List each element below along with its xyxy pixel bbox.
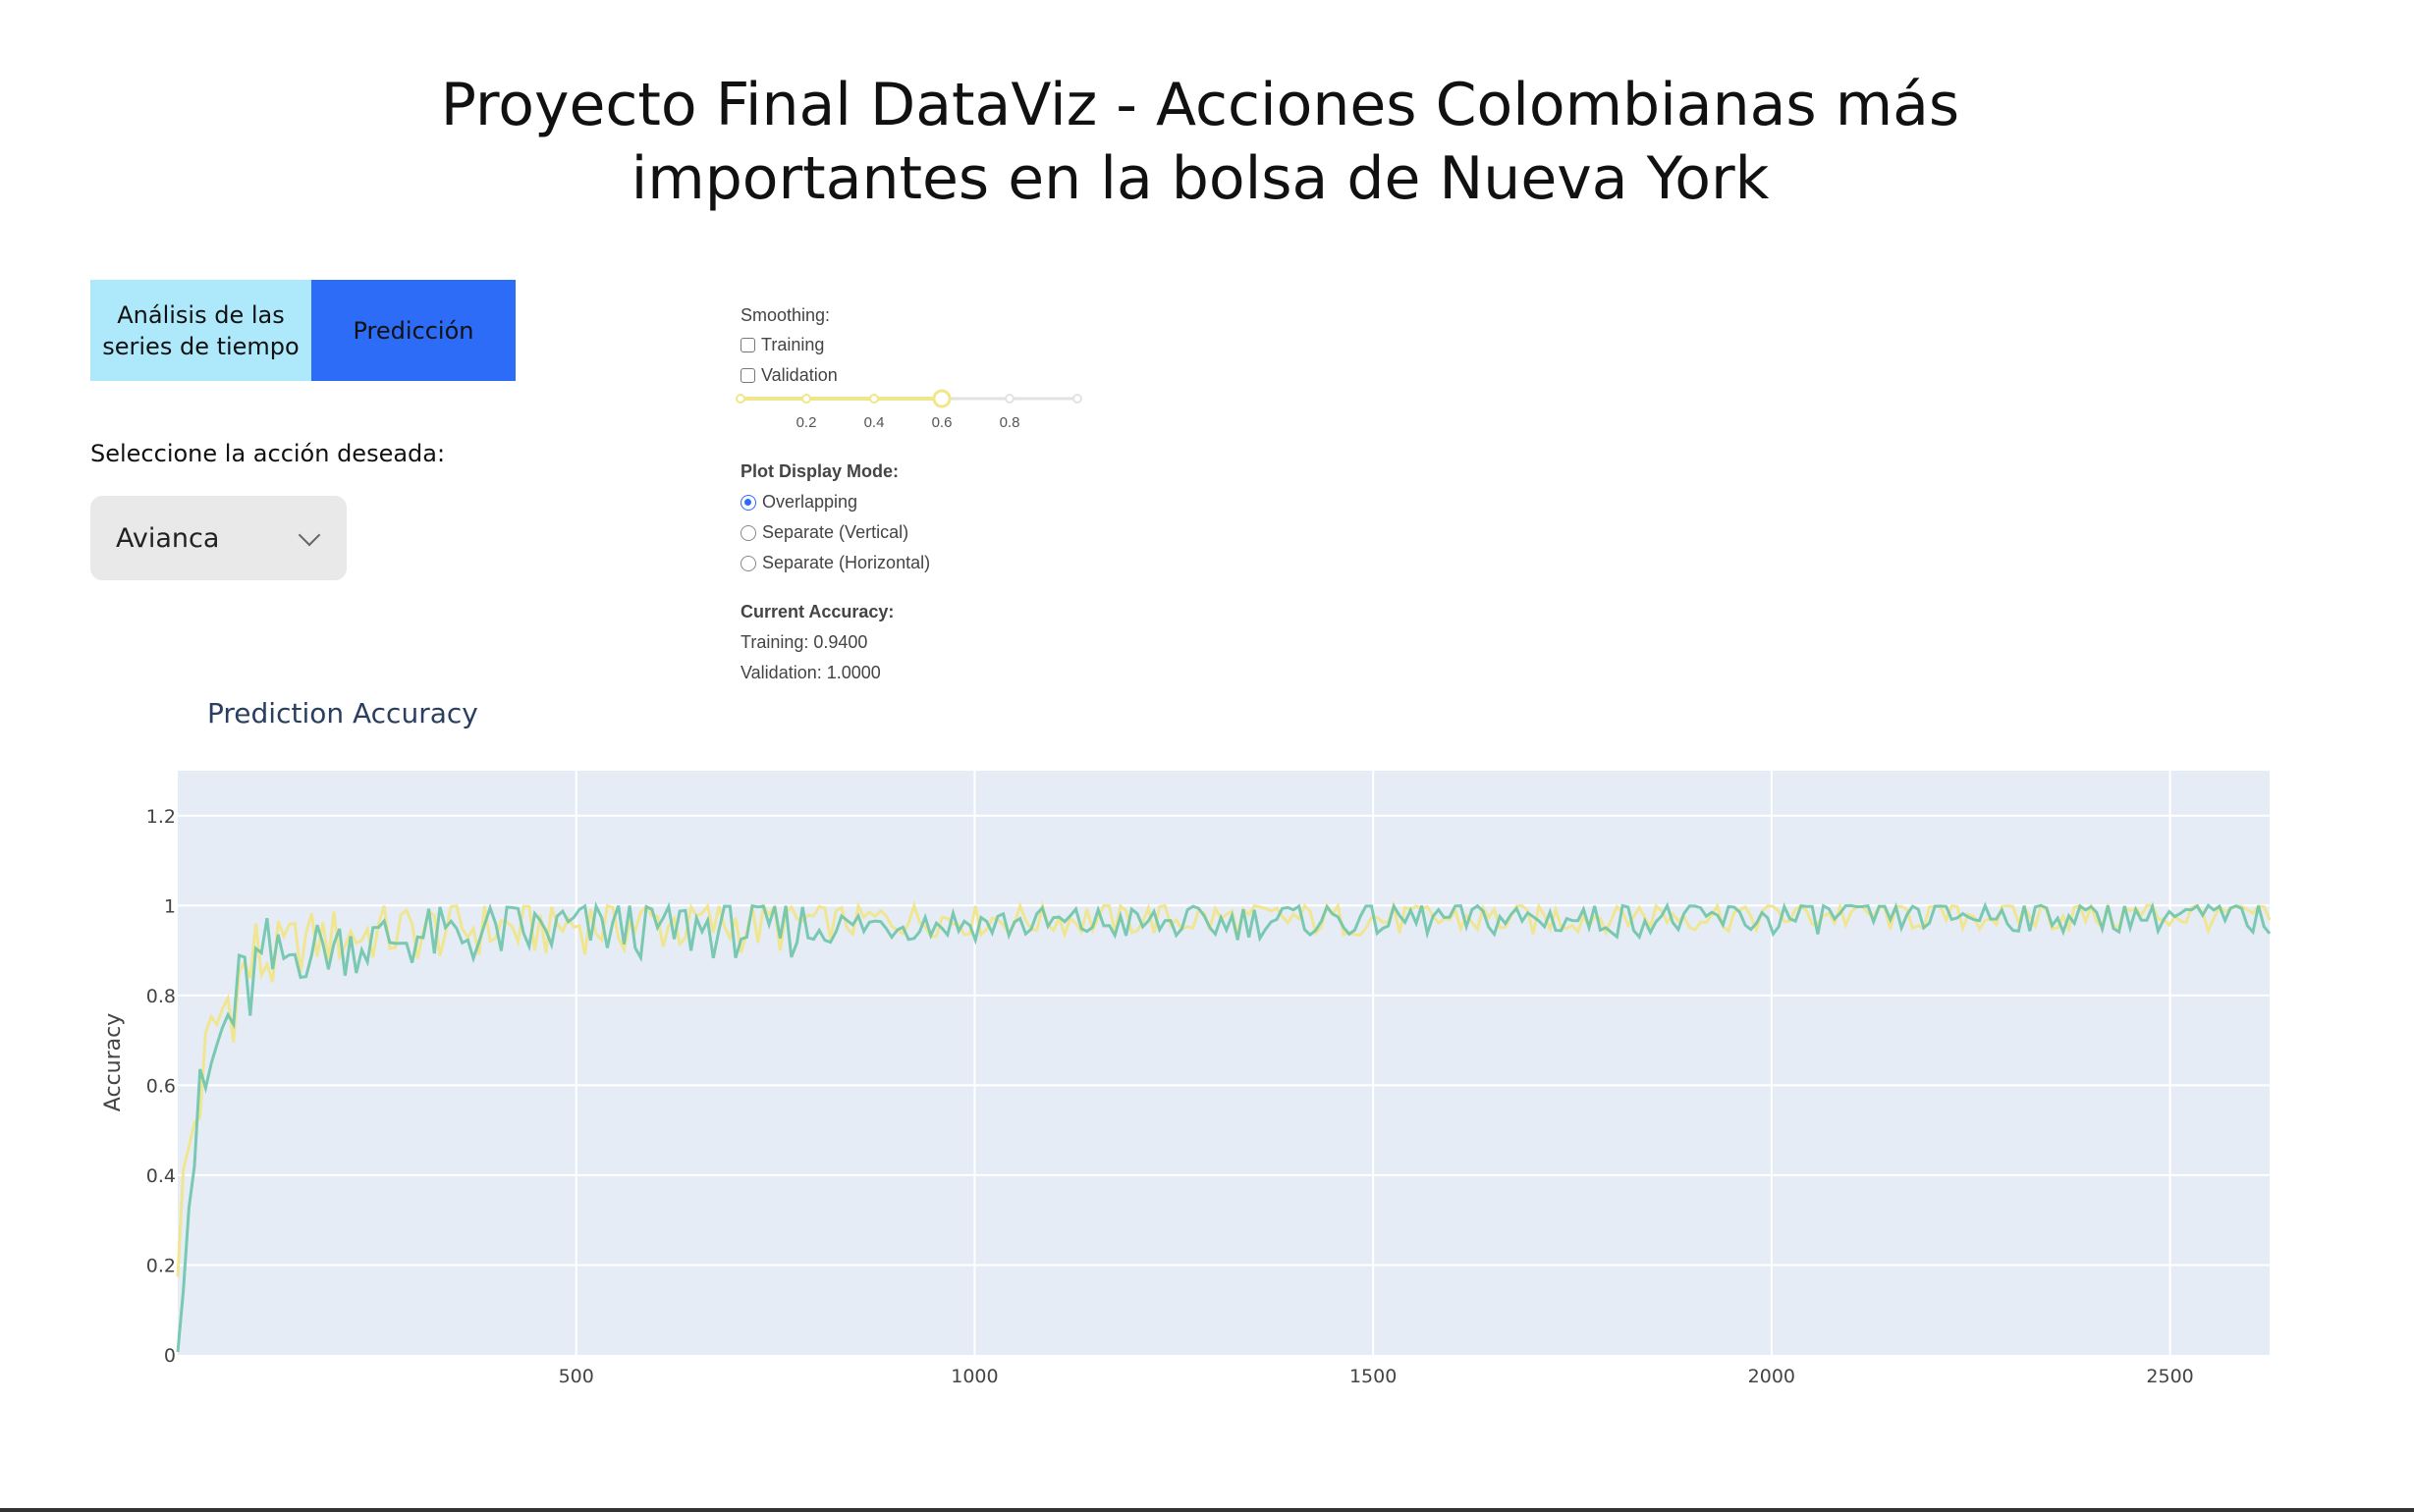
validation-checkbox[interactable] <box>741 368 755 383</box>
tab-prediction[interactable]: Predicción <box>311 280 516 381</box>
page-title: Proyecto Final DataViz - Acciones Colomb… <box>0 69 2400 216</box>
training-accuracy-value: Training: 0.9400 <box>741 632 868 652</box>
stock-dropdown-value: Avianca <box>116 522 220 554</box>
grid-lines <box>178 771 2270 1355</box>
y-tick-label: 0.6 <box>146 1075 176 1097</box>
slider-tick-label: 0.6 <box>932 414 953 431</box>
x-tick-label: 2500 <box>2146 1366 2193 1387</box>
display-mode-option-vertical[interactable]: Separate (Vertical) <box>741 517 930 548</box>
separate-vertical-radio-label: Separate (Vertical) <box>762 522 909 542</box>
bottom-edge <box>0 1508 2414 1512</box>
slider-tick-label: 0.4 <box>864 414 885 431</box>
slider-tick-label: 0.8 <box>1000 414 1020 431</box>
x-tick-label: 1500 <box>1349 1366 1397 1387</box>
y-tick-label: 0.4 <box>146 1165 176 1187</box>
separate-vertical-radio[interactable] <box>741 524 756 541</box>
stock-dropdown[interactable]: Avianca <box>90 496 347 580</box>
page-title-line2: importantes en la bolsa de Nueva York <box>631 144 1770 213</box>
slider-dot <box>869 394 879 404</box>
stock-select-label: Seleccione la acción deseada: <box>90 440 446 467</box>
display-mode-controls: Plot Display Mode: Overlapping Separate … <box>741 457 930 578</box>
series-lines <box>176 899 2272 1353</box>
slider-dot <box>1005 394 1015 404</box>
slider-tick-label: 0.2 <box>796 414 817 431</box>
current-accuracy-panel: Current Accuracy: Training: 0.9400 Valid… <box>741 597 894 688</box>
validation-accuracy-value: Validation: 1.0000 <box>741 663 881 682</box>
plot-area <box>178 771 2270 1355</box>
y-tick-label: 1 <box>164 895 176 917</box>
series-line <box>176 900 2272 1353</box>
validation-checkbox-label: Validation <box>761 365 838 385</box>
chevron-down-icon <box>298 523 321 547</box>
overlapping-radio[interactable] <box>741 494 756 511</box>
overlapping-radio-label: Overlapping <box>762 492 858 512</box>
display-mode-option-overlapping[interactable]: Overlapping <box>741 487 930 517</box>
slider-dot <box>736 394 745 404</box>
tab-bar: Análisis de las series de tiempo Predicc… <box>90 280 516 381</box>
slider-dot <box>1072 394 1082 404</box>
smoothing-slider[interactable]: 0.2 0.4 0.6 0.8 <box>732 385 1090 434</box>
chart-title: Prediction Accuracy <box>207 697 478 729</box>
x-tick-label: 2000 <box>1748 1366 1795 1387</box>
x-tick-label: 500 <box>559 1366 594 1387</box>
page-title-line1: Proyecto Final DataViz - Acciones Colomb… <box>440 71 1960 139</box>
smoothing-validation-option[interactable]: Validation <box>741 360 838 391</box>
slider-dot <box>801 394 811 404</box>
x-tick-label: 1000 <box>951 1366 998 1387</box>
tab-time-series-analysis[interactable]: Análisis de las series de tiempo <box>90 280 311 381</box>
axis-ticks: 0 0.2 0.4 0.6 0.8 1 1.2 500 1000 1500 2000 2500 <box>146 806 2194 1387</box>
series-line <box>176 899 2272 1277</box>
y-tick-label: 1.2 <box>146 806 176 828</box>
training-checkbox[interactable] <box>741 338 755 352</box>
smoothing-training-option[interactable]: Training <box>741 330 838 360</box>
y-tick-label: 0.8 <box>146 986 176 1007</box>
tab-label-line2: series de tiempo <box>102 332 300 360</box>
smoothing-heading: Smoothing: <box>741 304 831 325</box>
y-axis-label: Accuracy <box>101 1013 126 1111</box>
y-tick-label: 0.2 <box>146 1255 176 1276</box>
tab-label: Predicción <box>353 316 474 345</box>
current-accuracy-heading: Current Accuracy: <box>741 602 895 621</box>
training-checkbox-label: Training <box>761 335 825 354</box>
display-mode-heading: Plot Display Mode: <box>741 461 900 481</box>
display-mode-option-horizontal[interactable]: Separate (Horizontal) <box>741 548 930 578</box>
accuracy-chart: 0 0.2 0.4 0.6 0.8 1 1.2 500 1000 1500 2000 2500 Acc… <box>101 771 2272 1387</box>
tab-label-line1: Análisis de las <box>117 300 285 329</box>
smoothing-controls: Smoothing: Training Validation <box>741 300 838 391</box>
separate-horizontal-radio-label: Separate (Horizontal) <box>762 553 931 572</box>
y-tick-label: 0 <box>164 1345 176 1367</box>
slider-handle[interactable] <box>932 389 952 408</box>
separate-horizontal-radio[interactable] <box>741 555 756 571</box>
